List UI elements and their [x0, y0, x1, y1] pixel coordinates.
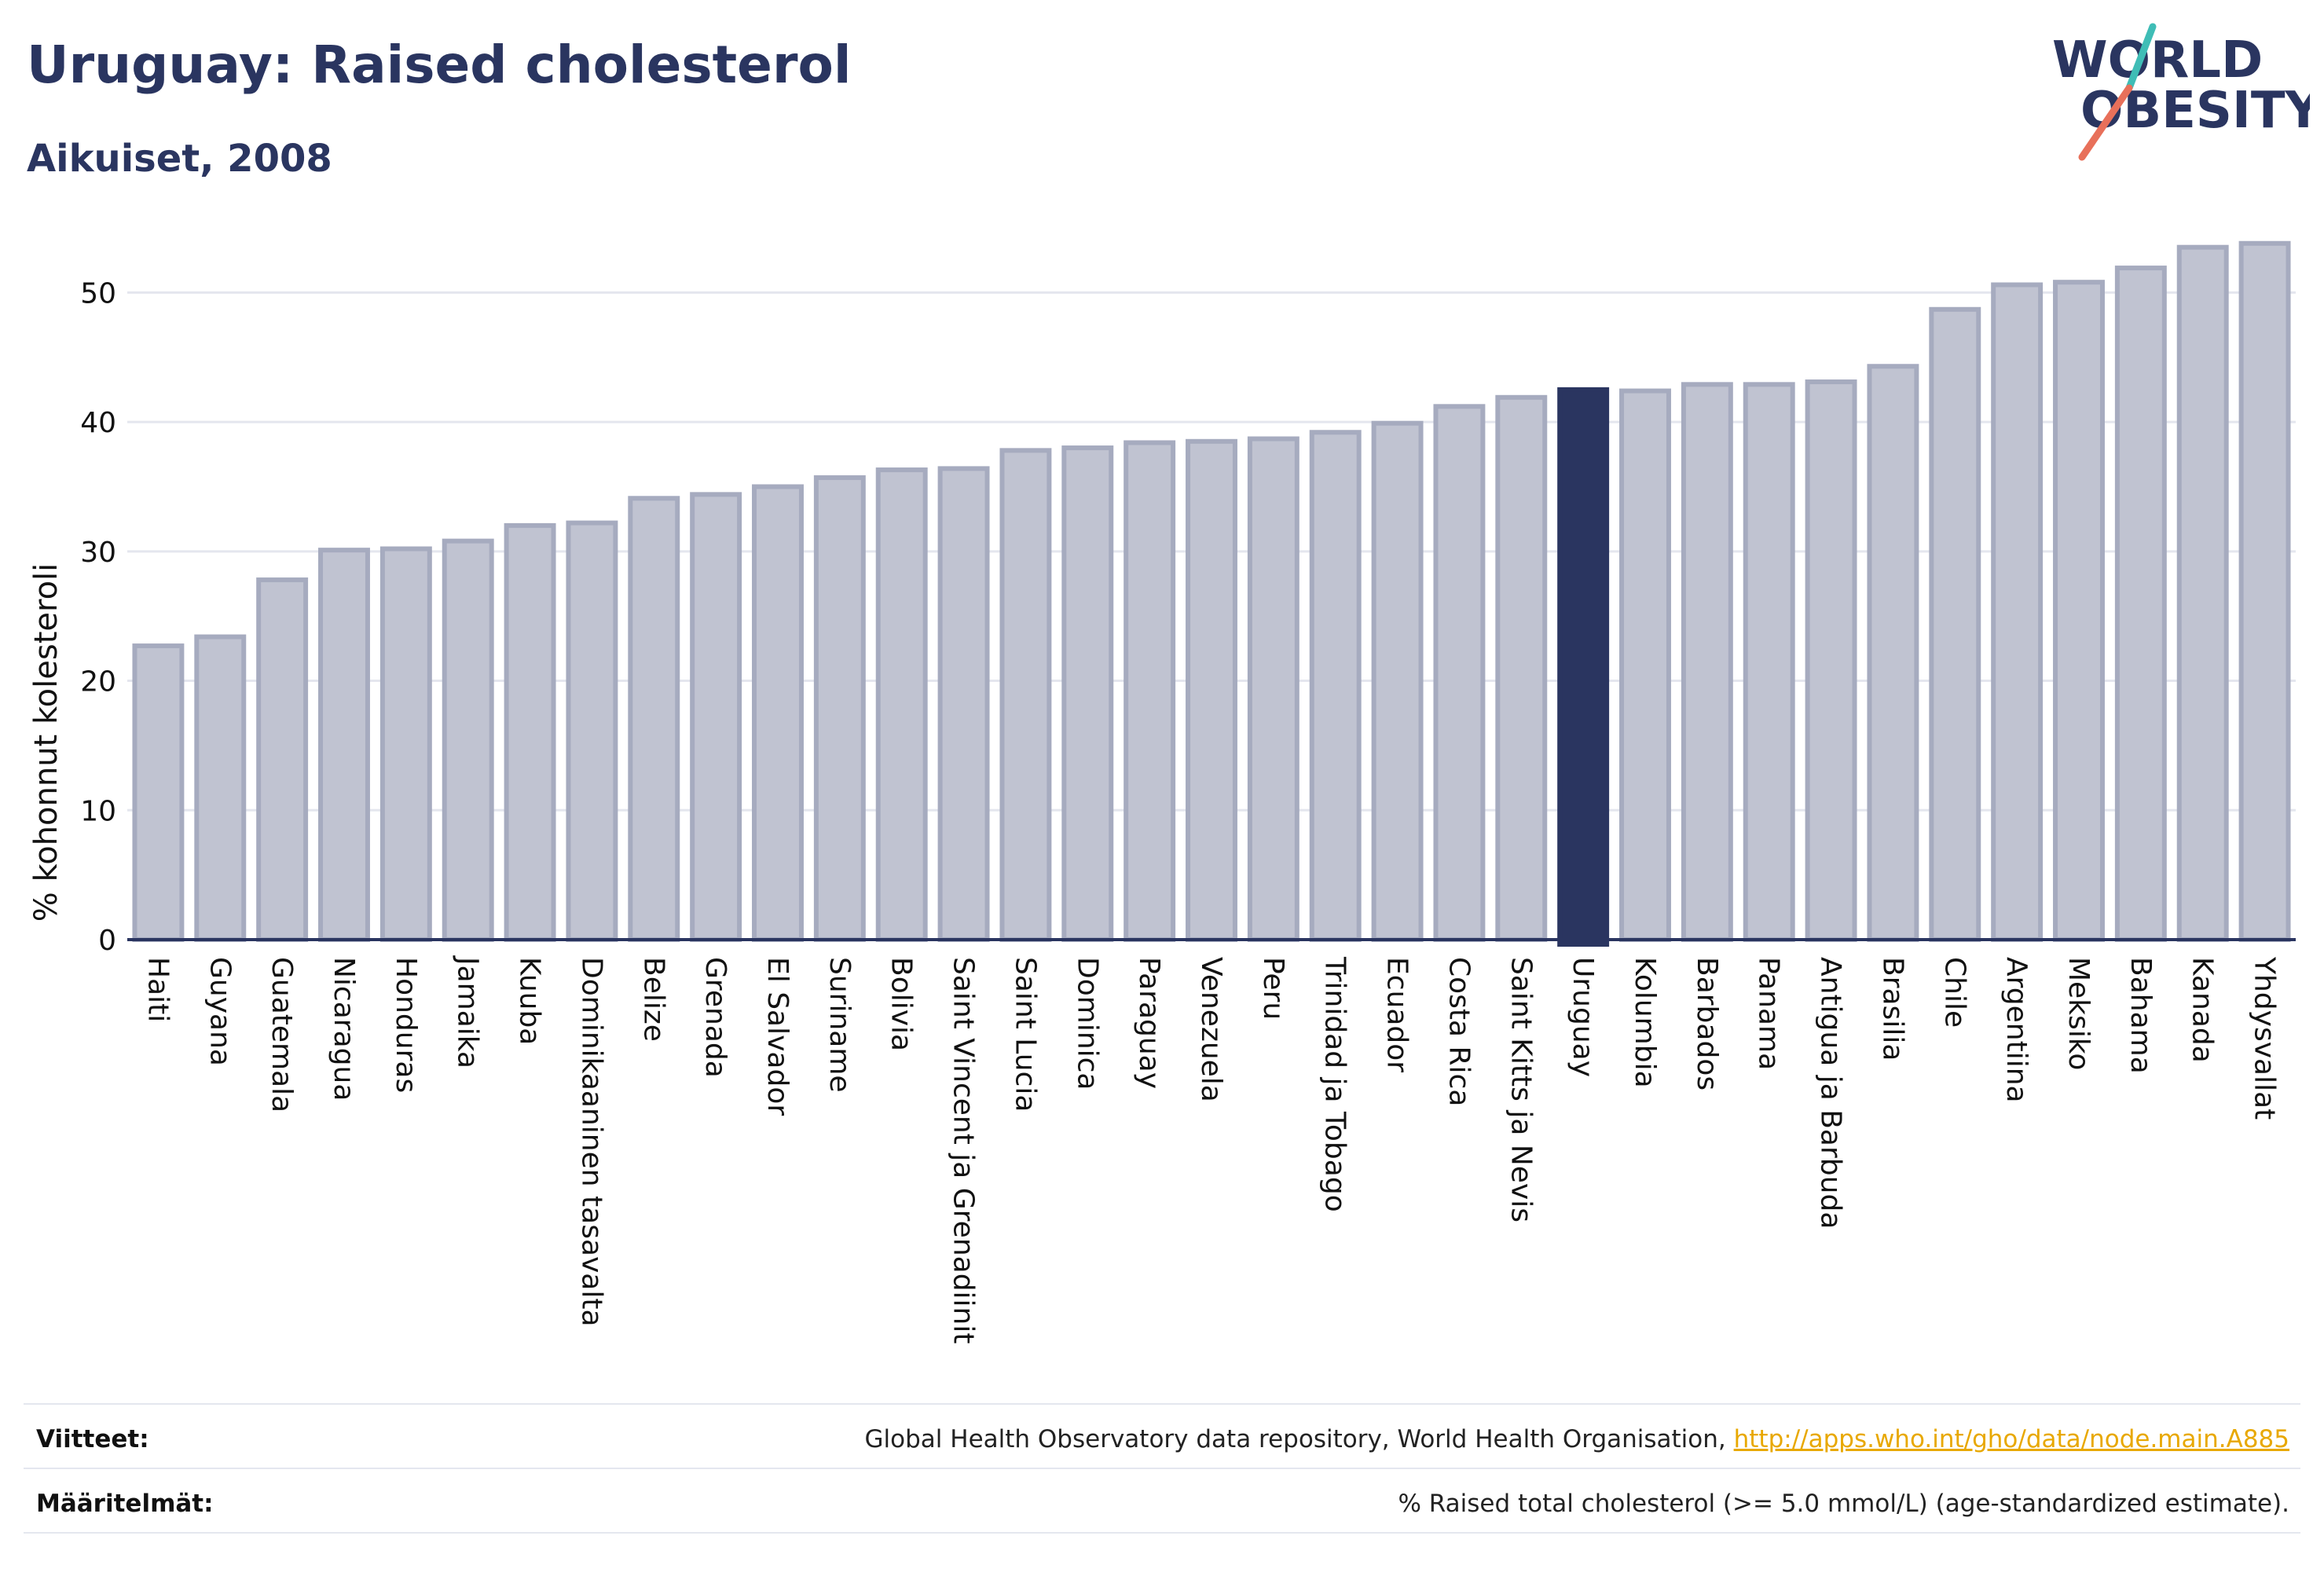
x-tick-label: Brasilia: [1876, 957, 1908, 1061]
bar: [2053, 280, 2105, 943]
bar: [752, 484, 804, 942]
x-tick-label: Meksiko: [2062, 957, 2095, 1070]
y-tick-label: 20: [80, 666, 116, 698]
logo-text-world: WORLD: [2052, 31, 2263, 90]
x-tick-label: Chile: [1938, 957, 1970, 1028]
bar: [2176, 244, 2229, 942]
bar: [1433, 404, 1486, 942]
x-tick-label: Ecuador: [1381, 957, 1413, 1072]
definitions-text: % Raised total cholesterol (>= 5.0 mmol/…: [1398, 1490, 2289, 1518]
bar: [2238, 240, 2291, 942]
x-tick-label: El Salvador: [761, 957, 794, 1116]
bar-chart: 0 10 20 30 40 50 Haiti Guyana Guatemala Nicaragua…: [28, 240, 2296, 1344]
bar-highlight: [1557, 387, 1610, 947]
x-tick-label: Belize: [637, 957, 669, 1042]
logo-text-obesity: OBESITY: [2080, 82, 2310, 140]
bar: [256, 577, 309, 942]
x-tick-label: Nicaragua: [328, 957, 360, 1101]
bar: [442, 538, 494, 942]
x-tick-label: Costa Rica: [1442, 957, 1475, 1106]
x-tick-label: Guyana: [203, 957, 236, 1066]
x-tick-label: Peru: [1257, 957, 1289, 1020]
bar: [875, 467, 928, 942]
x-tick-label: Guatemala: [266, 957, 298, 1112]
bar: [379, 546, 432, 942]
x-tick-label: Suriname: [823, 957, 856, 1093]
bar: [1124, 440, 1176, 942]
x-tick-label: Haiti: [141, 957, 174, 1022]
footer-divider-bottom: [24, 1532, 2300, 1534]
x-tick-label: Bahama: [2124, 957, 2157, 1074]
bar: [1619, 388, 1671, 943]
bar: [813, 475, 866, 942]
bar: [1371, 420, 1424, 942]
x-tick-label: Bolivia: [885, 957, 918, 1051]
x-tick-label: Yhdysvallat: [2249, 956, 2281, 1120]
world-obesity-logo: WORLD OBESITY: [2052, 23, 2310, 161]
x-tick-label: Panama: [1753, 957, 1785, 1070]
x-tick-label: Saint Kitts ja Nevis: [1505, 957, 1537, 1222]
bar: [1743, 382, 1795, 942]
sources-text: Global Health Observatory data repositor…: [865, 1425, 2289, 1453]
bar: [1309, 430, 1362, 942]
sources-text-body: Global Health Observatory data repositor…: [864, 1425, 1734, 1453]
x-tick-label: Grenada: [699, 957, 731, 1078]
y-tick-label: 40: [80, 407, 116, 439]
bar: [937, 466, 990, 942]
chart-title: Uruguay: Raised cholesterol: [27, 35, 852, 95]
y-axis-label: % kohonnut kolesteroli: [28, 563, 64, 922]
x-tick-label: Paraguay: [1133, 957, 1165, 1089]
y-tick-label: 0: [98, 925, 116, 957]
bar: [1681, 382, 1733, 942]
bar: [504, 522, 556, 942]
bar: [1929, 306, 1981, 942]
x-tick-label: Kuuba: [514, 957, 546, 1045]
x-tick-label: Jamaika: [452, 955, 484, 1068]
x-tick-label: Dominica: [1071, 957, 1103, 1090]
definitions-label: Määritelmät:: [36, 1490, 214, 1518]
bar: [2114, 266, 2167, 943]
x-tick-label: Trinidad ja Tobago: [1319, 956, 1351, 1212]
y-tick-label: 10: [80, 795, 116, 827]
bar: [1186, 438, 1237, 942]
footer-divider-middle: [24, 1468, 2300, 1469]
sources-label: Viitteet:: [36, 1425, 149, 1453]
sources-link[interactable]: http://apps.who.int/gho/data/node.main.A…: [1733, 1425, 2289, 1453]
logo-slash-teal: [2125, 23, 2157, 92]
bar: [194, 634, 247, 943]
bar: [1867, 364, 1919, 942]
bar: [132, 643, 185, 942]
bar: [318, 548, 370, 942]
x-tick-label: Venezuela: [1195, 957, 1227, 1102]
bar: [566, 520, 618, 942]
logo-slash-coral: [2078, 84, 2133, 161]
x-tick-label: Saint Vincent ja Grenadiinit: [948, 957, 980, 1344]
bar: [1991, 282, 2044, 943]
bar: [1061, 445, 1114, 942]
x-tick-label: Uruguay: [1567, 957, 1599, 1077]
x-tick-label: Saint Lucia: [1009, 957, 1041, 1112]
bar: [1495, 394, 1548, 942]
x-tick-label: Argentiina: [2000, 957, 2033, 1103]
x-tick-label: Honduras: [390, 957, 422, 1093]
x-tick-label: Barbados: [1691, 957, 1723, 1090]
footer-divider-top: [24, 1403, 2300, 1405]
axes: 0 10 20 30 40 50 Haiti Guyana Guatemala Nicaragua…: [80, 277, 2296, 1344]
bar: [628, 496, 680, 942]
bar: [690, 492, 742, 942]
y-tick-label: 30: [80, 537, 116, 569]
x-tick-label: Dominikaaninen tasavalta: [575, 957, 607, 1327]
bar: [1247, 436, 1299, 942]
bars: [132, 240, 2291, 947]
bar: [999, 448, 1052, 942]
x-tick-label: Kanada: [2187, 957, 2219, 1063]
chart-subtitle: Aikuiset, 2008: [27, 137, 332, 181]
y-tick-label: 50: [80, 277, 116, 310]
x-tick-label: Kolumbia: [1629, 957, 1661, 1088]
x-tick-label: Antigua ja Barbuda: [1815, 957, 1847, 1229]
bar: [1805, 379, 1857, 942]
